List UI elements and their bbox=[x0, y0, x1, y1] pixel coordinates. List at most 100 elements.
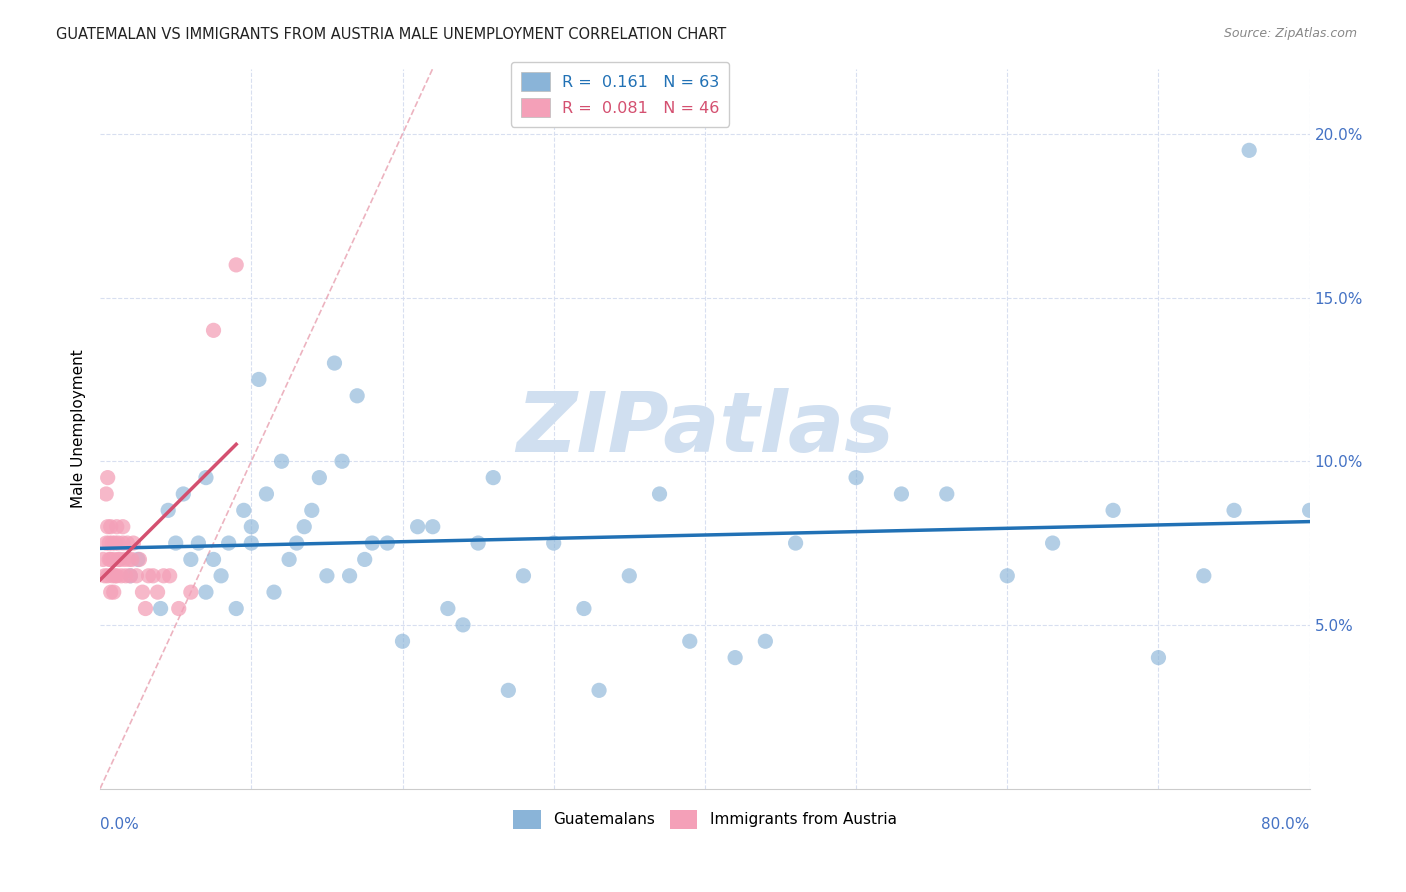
Point bbox=[498, 683, 520, 698]
Point bbox=[98, 552, 121, 566]
Point bbox=[100, 552, 122, 566]
Point bbox=[339, 569, 361, 583]
Point bbox=[572, 601, 595, 615]
Point bbox=[256, 487, 278, 501]
Point bbox=[323, 356, 346, 370]
Point bbox=[108, 552, 131, 566]
Point bbox=[353, 552, 375, 566]
Point bbox=[146, 585, 169, 599]
Point bbox=[152, 569, 174, 583]
Point bbox=[890, 487, 912, 501]
Point bbox=[263, 585, 285, 599]
Point bbox=[101, 536, 124, 550]
Point bbox=[105, 519, 128, 533]
Point bbox=[96, 536, 118, 550]
Point bbox=[93, 569, 115, 583]
Point bbox=[1298, 503, 1320, 517]
Point bbox=[330, 454, 353, 468]
Point bbox=[1192, 569, 1215, 583]
Text: 80.0%: 80.0% bbox=[1261, 817, 1309, 832]
Point bbox=[180, 552, 202, 566]
Point bbox=[97, 519, 120, 533]
Point bbox=[451, 618, 474, 632]
Point bbox=[100, 519, 122, 533]
Point bbox=[107, 552, 129, 566]
Point bbox=[437, 601, 460, 615]
Point bbox=[377, 536, 399, 550]
Point bbox=[270, 454, 292, 468]
Point bbox=[648, 487, 671, 501]
Point bbox=[149, 601, 172, 615]
Point bbox=[1042, 536, 1064, 550]
Point bbox=[101, 569, 124, 583]
Point bbox=[117, 536, 139, 550]
Point bbox=[111, 536, 134, 550]
Point bbox=[1102, 503, 1125, 517]
Point bbox=[134, 601, 156, 615]
Point bbox=[935, 487, 957, 501]
Point bbox=[391, 634, 413, 648]
Point bbox=[165, 536, 187, 550]
Point bbox=[512, 569, 534, 583]
Point bbox=[96, 487, 118, 501]
Point bbox=[845, 470, 868, 484]
Legend: Guatemalans, Immigrants from Austria: Guatemalans, Immigrants from Austria bbox=[508, 804, 903, 835]
Point bbox=[97, 470, 120, 484]
Point bbox=[543, 536, 565, 550]
Y-axis label: Male Unemployment: Male Unemployment bbox=[72, 349, 86, 508]
Point bbox=[120, 569, 142, 583]
Point bbox=[724, 650, 747, 665]
Point bbox=[138, 569, 160, 583]
Point bbox=[292, 519, 315, 533]
Point bbox=[112, 552, 135, 566]
Point bbox=[679, 634, 702, 648]
Point bbox=[422, 519, 444, 533]
Text: Source: ZipAtlas.com: Source: ZipAtlas.com bbox=[1223, 27, 1357, 40]
Point bbox=[316, 569, 339, 583]
Point bbox=[482, 470, 505, 484]
Point bbox=[194, 585, 217, 599]
Point bbox=[232, 503, 254, 517]
Point bbox=[98, 536, 121, 550]
Point bbox=[209, 569, 232, 583]
Text: 0.0%: 0.0% bbox=[100, 817, 139, 832]
Point bbox=[111, 519, 134, 533]
Point bbox=[308, 470, 330, 484]
Point bbox=[159, 569, 181, 583]
Point bbox=[1147, 650, 1170, 665]
Point bbox=[125, 569, 148, 583]
Point bbox=[995, 569, 1018, 583]
Point bbox=[105, 569, 128, 583]
Point bbox=[157, 503, 180, 517]
Point bbox=[118, 552, 141, 566]
Point bbox=[588, 683, 610, 698]
Point bbox=[346, 389, 368, 403]
Point bbox=[406, 519, 429, 533]
Point bbox=[103, 552, 125, 566]
Point bbox=[225, 258, 247, 272]
Text: ZIPatlas: ZIPatlas bbox=[516, 388, 894, 469]
Point bbox=[127, 552, 149, 566]
Point bbox=[225, 601, 247, 615]
Point bbox=[301, 503, 323, 517]
Point bbox=[285, 536, 308, 550]
Point bbox=[91, 552, 114, 566]
Point bbox=[247, 372, 270, 386]
Point bbox=[103, 585, 125, 599]
Point bbox=[120, 569, 142, 583]
Point bbox=[110, 569, 132, 583]
Point bbox=[100, 585, 122, 599]
Point bbox=[619, 569, 641, 583]
Point bbox=[128, 552, 150, 566]
Point bbox=[1223, 503, 1246, 517]
Point bbox=[467, 536, 489, 550]
Point bbox=[114, 569, 136, 583]
Point bbox=[122, 536, 145, 550]
Point bbox=[104, 536, 127, 550]
Text: GUATEMALAN VS IMMIGRANTS FROM AUSTRIA MALE UNEMPLOYMENT CORRELATION CHART: GUATEMALAN VS IMMIGRANTS FROM AUSTRIA MA… bbox=[56, 27, 727, 42]
Point bbox=[131, 585, 153, 599]
Point bbox=[180, 585, 202, 599]
Point bbox=[1237, 144, 1260, 158]
Point bbox=[172, 487, 194, 501]
Point bbox=[107, 536, 129, 550]
